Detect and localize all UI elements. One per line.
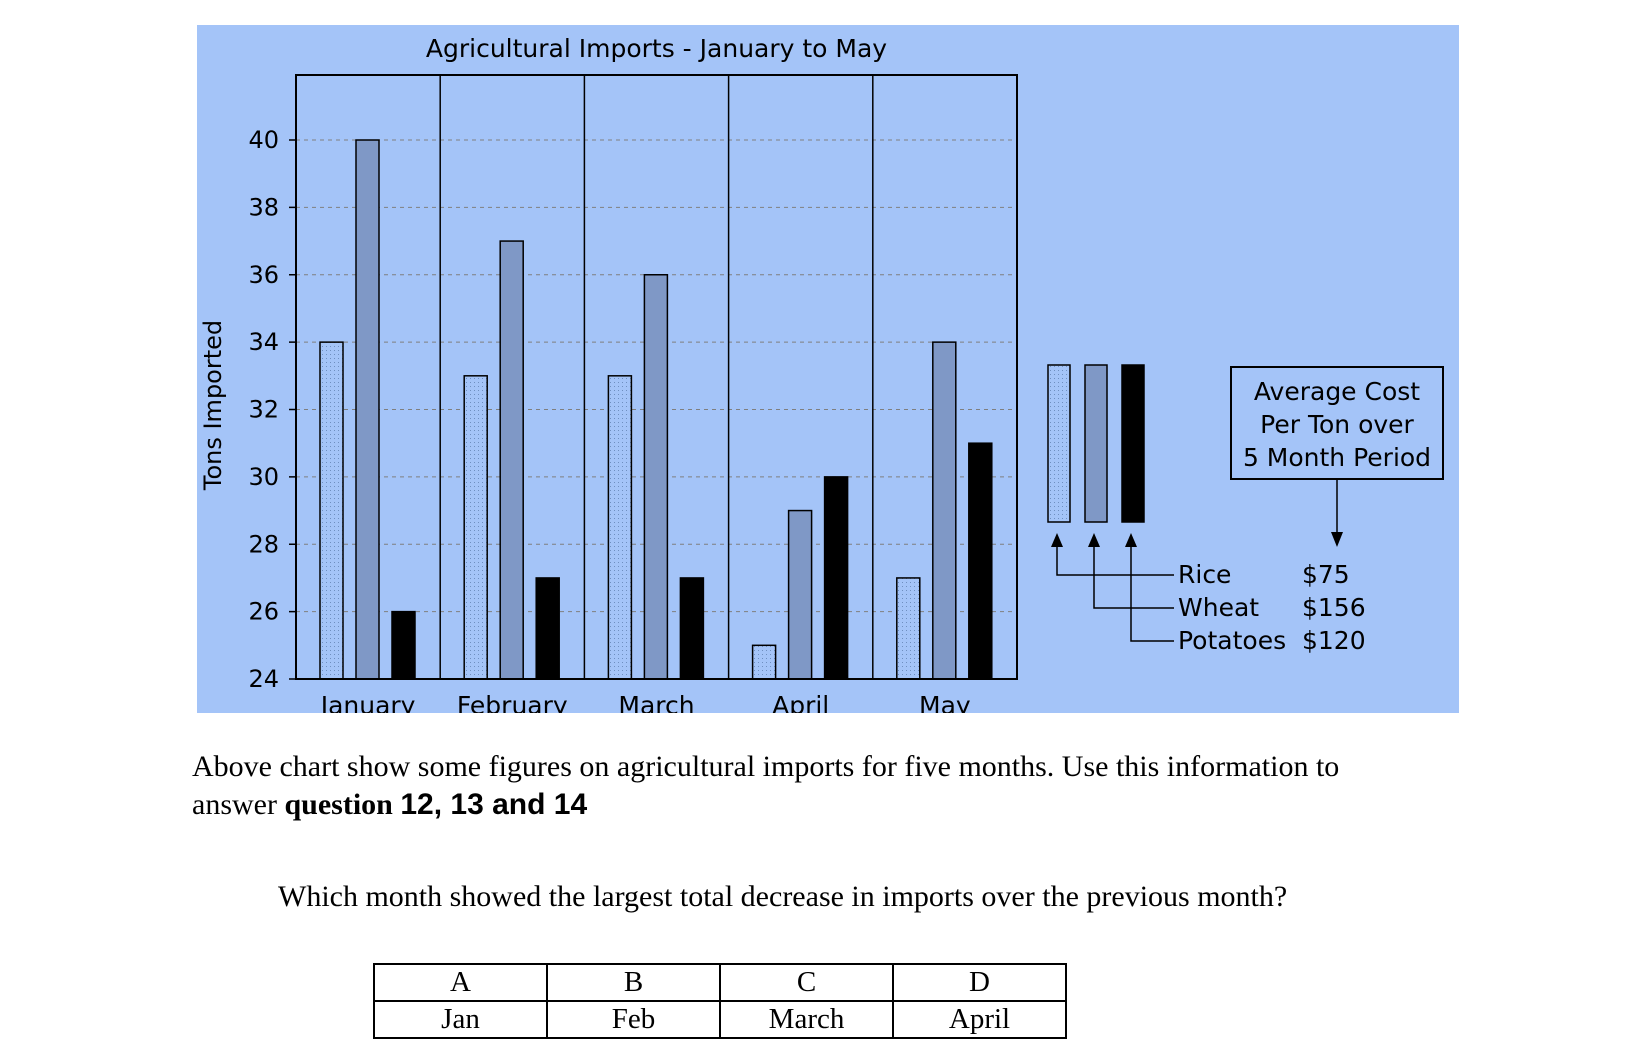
legend-cost-potatoes: $120 [1302, 626, 1366, 655]
answer-month-d[interactable]: April [892, 1000, 1067, 1039]
chart-panel: 24 26 28 30 32 34 36 38 40 January February March Ap… [197, 25, 1459, 713]
bar-potatoes-february [535, 577, 560, 680]
bar-wheat-may [932, 341, 957, 680]
bar-potatoes-january [391, 610, 416, 680]
legend-label-wheat: Wheat [1178, 593, 1259, 622]
bar-wheat-february [499, 240, 524, 680]
y-axis-label: Tons Imported [199, 320, 227, 491]
bar-potatoes-may [968, 442, 993, 680]
instruction-line-1: Above chart show some figures on agricul… [192, 750, 1340, 783]
bar-potatoes-march [679, 577, 705, 680]
answer-letter-a: A [373, 963, 548, 1002]
instruction-question-numbers: 12, 13 and 14 [400, 788, 588, 821]
average-cost-line-2: Per Ton over [1260, 410, 1414, 439]
instruction-paragraph: Above chart show some figures on agricul… [192, 748, 1482, 824]
bar-rice-february [463, 375, 488, 680]
bar-wheat-march [643, 274, 669, 680]
bar-rice-may [896, 577, 921, 680]
chart-title: Agricultural Imports - January to May [426, 34, 887, 63]
legend-cost-rice: $75 [1302, 560, 1350, 589]
bar-wheat-january [355, 139, 380, 680]
answer-month-row: Jan Feb March April [373, 1000, 1067, 1039]
answer-letter-b: B [546, 963, 721, 1002]
bar-wheat-april [787, 509, 813, 680]
answer-letter-d: D [892, 963, 1067, 1002]
average-cost-line-3: 5 Month Period [1243, 443, 1431, 472]
y-tick-label-26: 26 [248, 598, 279, 626]
answer-month-a[interactable]: Jan [373, 1000, 548, 1039]
x-label-march: March [618, 691, 694, 713]
x-label-april: April [772, 691, 829, 713]
answer-letter-row: A B C D [373, 963, 1067, 1002]
y-tick-label-36: 36 [248, 261, 279, 289]
bar-rice-march [607, 375, 633, 680]
legend-arrow-potatoes [1125, 533, 1137, 547]
legend-label-potatoes: Potatoes [1178, 626, 1286, 655]
x-label-may: May [919, 691, 971, 713]
answer-month-c[interactable]: March [719, 1000, 894, 1039]
legend-arrow-rice [1051, 533, 1063, 547]
plot-frame [295, 74, 1018, 680]
legend-label-rice: Rice [1178, 560, 1231, 589]
instruction-line-2: answer [192, 788, 277, 821]
average-cost-line-1: Average Cost [1254, 377, 1420, 406]
bar-chart: 24 26 28 30 32 34 36 38 40 January February March Ap… [199, 34, 1444, 713]
legend-swatch-rice [1047, 364, 1071, 523]
x-label-january: January [319, 691, 416, 713]
instruction-question-word: question [284, 788, 393, 821]
y-tick-label-40: 40 [248, 126, 279, 154]
y-tick-label-24: 24 [248, 665, 279, 693]
answer-table: A B C D Jan Feb March April [373, 963, 1067, 1039]
bar-rice-april [751, 644, 777, 680]
legend-connector-potatoes [1130, 539, 1174, 642]
y-tick-label-30: 30 [248, 463, 279, 491]
question-text: Which month showed the largest total dec… [278, 880, 1288, 913]
answer-letter-c: C [719, 963, 894, 1002]
x-label-february: February [457, 691, 568, 713]
legend-connector-rice [1056, 539, 1174, 576]
average-cost-box [1230, 366, 1444, 480]
bar-potatoes-april [823, 476, 849, 680]
legend-cost-wheat: $156 [1302, 593, 1366, 622]
y-tick-label-28: 28 [248, 530, 279, 558]
legend-arrow-wheat [1088, 533, 1100, 547]
bar-rice-january [319, 341, 344, 680]
y-tick-label-38: 38 [248, 193, 279, 221]
answer-month-b[interactable]: Feb [546, 1000, 721, 1039]
legend-swatch-potatoes [1121, 364, 1145, 523]
y-tick-label-34: 34 [248, 328, 279, 356]
average-cost-arrow-head [1331, 532, 1343, 547]
legend-swatch-wheat [1084, 364, 1108, 523]
legend-connector-wheat [1093, 539, 1174, 609]
y-tick-label-32: 32 [248, 396, 279, 424]
